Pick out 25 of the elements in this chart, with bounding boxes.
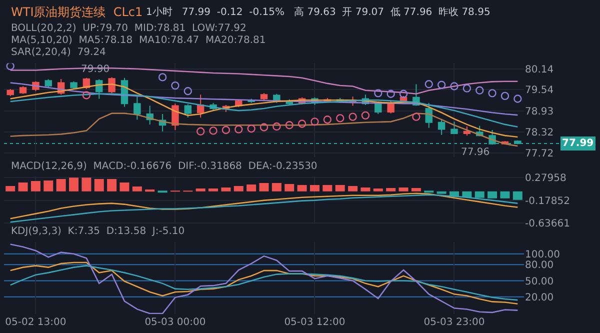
y-tick-label: 100.00 — [525, 249, 560, 260]
x-tick-label: 05-03 00:00 — [144, 317, 206, 328]
y-tick-label: -0.63661 — [525, 218, 570, 230]
text: SAR(2,20,4) 79.24 — [11, 47, 106, 58]
y-tick-label: -0.17852 — [525, 196, 570, 207]
text: MACD(12,26,9) MACD:-0.16676 DIF:-0.31868 DEA:-0.23530 — [11, 161, 318, 172]
text: KDJ(9,3,3) K:7.35 D:13.58 J:-5.10 — [11, 226, 185, 237]
chart-title: WTI原油期货连续 CLc1 — [11, 5, 143, 19]
x-tick-label: 05-02 13:00 — [5, 317, 66, 328]
annotation: 77.96 — [461, 147, 490, 158]
text: BOLL(20,2,2) UP:79.70 MID:78.81 LOW:77.92 — [11, 23, 246, 34]
y-tick-label: 78.93 — [525, 106, 554, 118]
chart-subtitle: 1小时 77.99 -0.12 -0.15% 高 79.63 开 79.07 低 77.96 昨收 78.95 — [146, 6, 490, 18]
y-tick-label: 0.27958 — [525, 173, 566, 184]
y-tick-label: 78.32 — [525, 128, 554, 139]
text: MA(5,10,20) MA5:78.18 MA10:78.47 MA20:78.81 — [11, 35, 266, 46]
y-tick-label: 20.00 — [525, 292, 554, 304]
y-tick-label: 80.00 — [525, 260, 554, 272]
x-tick-label: 05-03 23:00 — [424, 317, 485, 328]
y-tick-label: 77.72 — [525, 148, 554, 160]
y-tick-label: 80.14 — [525, 64, 554, 76]
y-tick-label: 79.54 — [525, 85, 554, 96]
ref-line-label: 77.99 — [562, 138, 594, 149]
x-tick-label: 05-03 12:00 — [284, 317, 346, 328]
y-tick-label: 50.00 — [525, 276, 554, 288]
